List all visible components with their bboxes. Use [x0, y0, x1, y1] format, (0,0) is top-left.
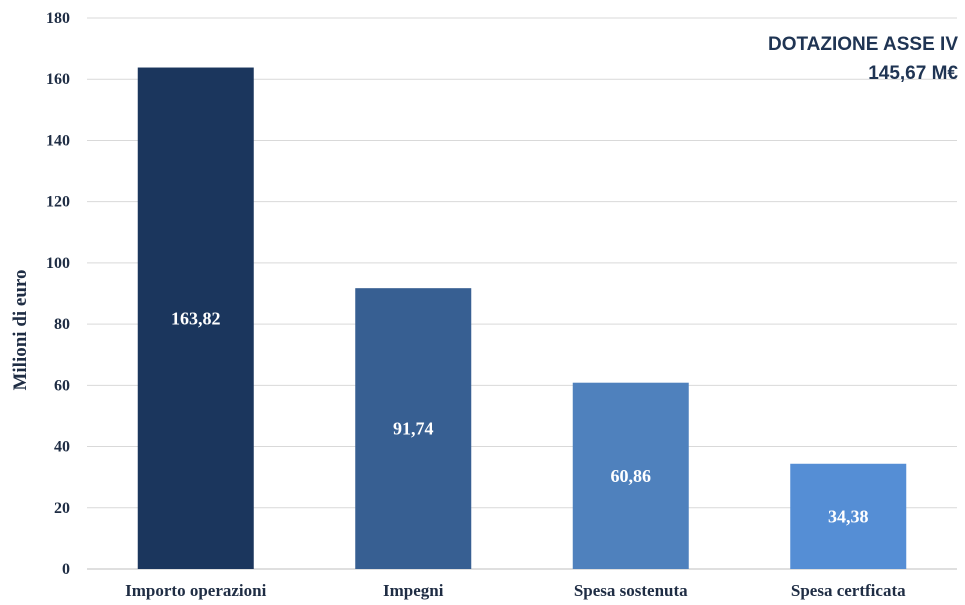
- category-labels: Importo operazioni Impegni Spesa sostenuta…: [125, 581, 906, 600]
- data-label: 163,82: [171, 308, 221, 328]
- y-tick-labels: 0 20 40 60 80 100 120 140 160 180: [46, 10, 70, 578]
- y-tick-label: 100: [46, 255, 70, 272]
- category-label: Impegni: [383, 581, 444, 600]
- data-labels: 163,82 91,74 60,86 34,38: [171, 308, 869, 526]
- y-tick-label: 180: [46, 10, 70, 27]
- category-label: Spesa sostenuta: [574, 581, 688, 600]
- data-label: 34,38: [828, 506, 869, 526]
- y-tick-label: 0: [62, 561, 70, 578]
- bar: [137, 67, 254, 569]
- y-tick-label: 120: [46, 194, 70, 211]
- y-tick-label: 140: [46, 132, 70, 149]
- y-tick-label: 160: [46, 71, 70, 88]
- bar: [790, 463, 907, 569]
- annotation-line-1: DOTAZIONE ASSE IV: [768, 34, 958, 55]
- y-tick-label: 20: [54, 500, 70, 517]
- category-label: Spesa certficata: [791, 581, 906, 600]
- data-label: 60,86: [611, 466, 652, 486]
- bar: [572, 382, 689, 569]
- y-tick-label: 40: [54, 439, 70, 456]
- category-label: Importo operazioni: [125, 581, 266, 600]
- y-tick-label: 80: [54, 316, 70, 333]
- bar: [355, 288, 472, 569]
- y-axis-label: Milioni di euro: [10, 269, 31, 390]
- bars: [137, 67, 907, 569]
- y-tick-label: 60: [54, 377, 70, 394]
- annotation-line-2: 145,67 M€: [868, 63, 958, 84]
- data-label: 91,74: [393, 419, 434, 439]
